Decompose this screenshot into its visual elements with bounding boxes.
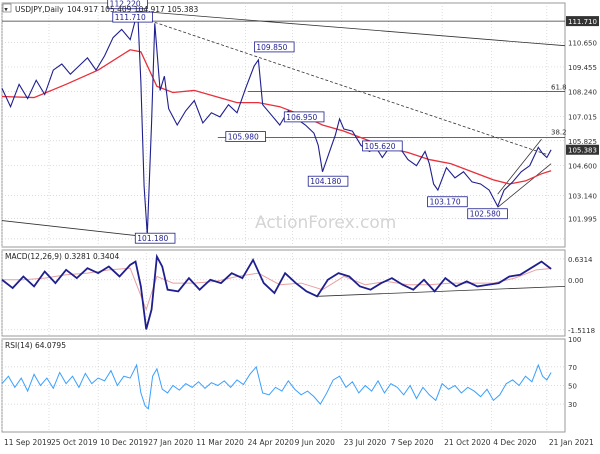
- macd-panel-frame: [1, 249, 566, 337]
- fib-label-38-2: 38.2: [551, 129, 567, 137]
- pivot-label: 102.580: [470, 210, 501, 219]
- pivot-label: 105.980: [228, 133, 259, 142]
- pivot-label-box: [112, 11, 153, 23]
- pivot-label-box: [134, 232, 176, 244]
- y-tick-label: 105.825: [568, 138, 597, 146]
- watermark: ActionForex.com: [255, 213, 396, 233]
- x-tick-label: 9 Jun 2020: [295, 438, 336, 447]
- pivot-label-box: [467, 208, 508, 220]
- price-header-symbol: USDJPY,Daily: [15, 5, 64, 14]
- macd-y-tick-label: -1.5118: [568, 327, 595, 335]
- pivot-label: 111.710: [115, 13, 146, 22]
- pivot-label-box: [427, 196, 468, 208]
- y-tick-label: 101.995: [568, 216, 597, 224]
- rsi-y-tick-label: 50: [568, 383, 577, 391]
- rsi-y-tick-label: 30: [568, 401, 577, 409]
- rsi-y-tick-label: 70: [568, 364, 577, 372]
- x-tick-label: 25 Oct 2019: [51, 438, 98, 447]
- pivot-label: 112.220: [110, 0, 141, 9]
- pivot-label: 103.170: [430, 198, 461, 207]
- level-111710-box: [566, 16, 599, 27]
- pivot-label-box: [362, 140, 403, 152]
- y-tick-label: 103.140: [568, 192, 597, 200]
- trendline: [137, 10, 566, 47]
- x-tick-label: 10 Dec 2019: [100, 438, 148, 447]
- x-tick-label: 27 Jan 2020: [148, 438, 193, 447]
- pivot-label-box: [283, 111, 325, 123]
- macd-line: [1, 253, 552, 330]
- macd-trendline: [317, 285, 566, 297]
- x-tick-label: 21 Oct 2020: [444, 438, 491, 447]
- trendline: [497, 163, 552, 208]
- price-header-ohlc: 104.917 105.409 104.917 105.383: [67, 5, 198, 14]
- level-111710-text: 111.710: [568, 18, 597, 26]
- pivot-label: 104.180: [310, 177, 341, 186]
- x-tick-label: 7 Sep 2020: [391, 438, 434, 447]
- last-price-text: 105.383: [568, 147, 597, 155]
- x-tick-label: 21 Jan 2021: [549, 438, 594, 447]
- y-tick-label: 108.240: [568, 89, 597, 97]
- pivot-label: 106.950: [286, 113, 317, 122]
- y-tick-label: 110.650: [568, 40, 597, 48]
- trendline: [154, 21, 547, 155]
- trendline: [497, 138, 542, 195]
- y-tick-label: 107.015: [568, 114, 597, 122]
- x-tick-label: 11 Sep 2019: [4, 438, 52, 447]
- y-tick-label: 104.600: [568, 163, 597, 171]
- macd-y-tick-label: 0.6314: [568, 256, 593, 264]
- pivot-label: 105.620: [365, 142, 396, 151]
- pivot-label-box: [307, 175, 349, 187]
- ema-line: [1, 49, 552, 185]
- y-tick-label: 109.455: [568, 64, 597, 72]
- pivot-label-box: [225, 131, 266, 143]
- x-tick-label: 24 Apr 2020: [248, 438, 295, 447]
- macd-y-tick-label: 0.00: [568, 277, 584, 285]
- x-tick-label: 11 Mar 2020: [196, 438, 244, 447]
- collapse-icon: [2, 3, 12, 13]
- pivot-label: 109.850: [256, 43, 287, 52]
- pivot-label-box: [253, 41, 295, 53]
- pivot-label-box: [107, 0, 148, 10]
- pivot-label: 101.180: [137, 234, 168, 243]
- rsi-header: RSI(14) 64.0795: [5, 341, 66, 350]
- trendline: [1, 220, 148, 238]
- last-price-box: [566, 144, 599, 155]
- x-tick-label: 23 Jul 2020: [344, 438, 387, 447]
- x-tick-label: 4 Dec 2020: [493, 438, 536, 447]
- fib-label-61-8: 61.8: [551, 84, 567, 92]
- macd-header: MACD(12,26,9) 0.3281 0.3404: [5, 252, 119, 261]
- rsi-line: [1, 363, 552, 410]
- collapse-icon-glyph: ▾: [4, 5, 8, 13]
- rsi-y-tick-label: 100: [568, 336, 581, 344]
- price-panel-frame: [1, 2, 566, 248]
